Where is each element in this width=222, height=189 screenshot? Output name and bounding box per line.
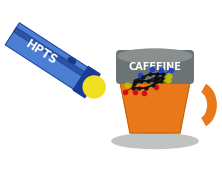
Ellipse shape <box>112 133 198 149</box>
Text: CAFFEINE: CAFFEINE <box>129 62 181 72</box>
Polygon shape <box>5 23 91 91</box>
FancyBboxPatch shape <box>116 50 194 84</box>
Polygon shape <box>119 77 191 133</box>
Ellipse shape <box>68 58 75 64</box>
Polygon shape <box>14 28 88 78</box>
Ellipse shape <box>118 49 192 63</box>
Polygon shape <box>73 67 100 98</box>
Text: HPTS: HPTS <box>23 38 59 68</box>
Ellipse shape <box>83 76 105 98</box>
